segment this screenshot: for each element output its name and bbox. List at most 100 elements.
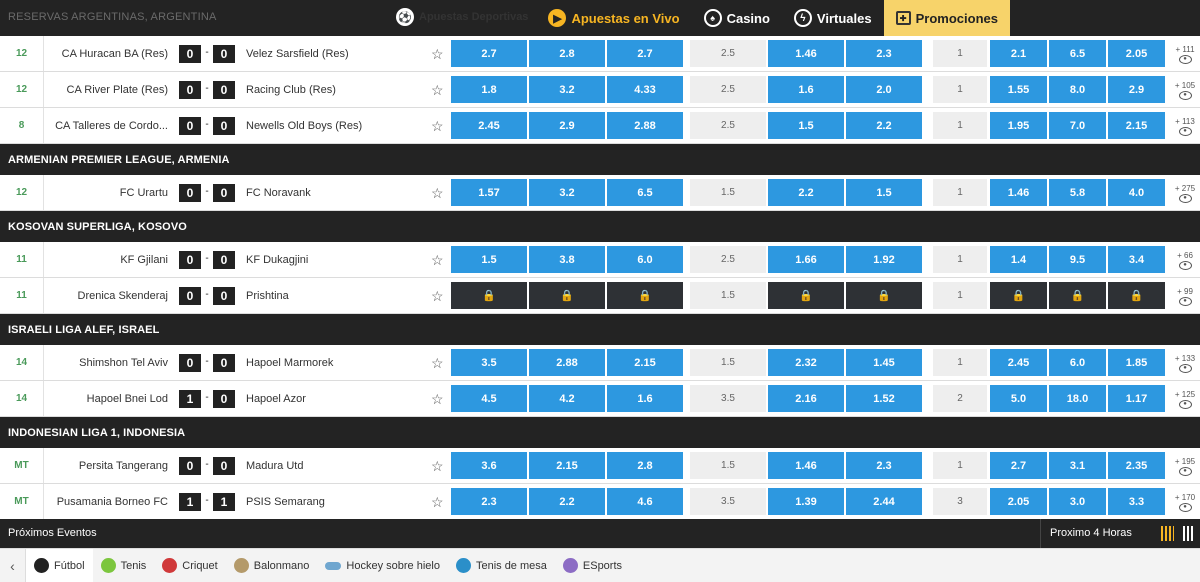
odds-button[interactable]: 2.7 <box>990 452 1047 479</box>
away-team[interactable]: PSIS Semarang <box>246 495 325 508</box>
odds-button[interactable]: 2.2 <box>529 488 605 515</box>
odds-button[interactable]: 2.05 <box>990 488 1047 515</box>
nav-apuestas-deportivas[interactable]: ⚽ Apuestas Deportivas <box>388 0 536 34</box>
odds-button[interactable]: 4.33 <box>607 76 683 103</box>
away-team[interactable]: KF Dukagjini <box>246 253 309 266</box>
sport-tab-f-tbol[interactable]: Fútbol <box>26 548 93 582</box>
odds-button[interactable]: 1.57 <box>451 179 527 206</box>
odds-button[interactable]: 1.6 <box>768 76 844 103</box>
away-team[interactable]: Prishtina <box>246 289 289 302</box>
home-team[interactable]: Pusamania Borneo FC <box>56 495 168 508</box>
away-team[interactable]: Hapoel Marmorek <box>246 356 334 369</box>
sport-tab-hockey-sobre-hielo[interactable]: Hockey sobre hielo <box>317 549 448 582</box>
nav-casino[interactable]: ♠ Casino <box>692 0 782 36</box>
home-team[interactable]: Persita Tangerang <box>78 459 168 472</box>
odds-button[interactable]: 4.6 <box>607 488 683 515</box>
odds-button[interactable]: 2.3 <box>846 452 922 479</box>
chevron-left-icon[interactable]: ‹ <box>0 548 26 582</box>
more-markets-link[interactable]: + 195 ● <box>1170 448 1200 483</box>
odds-button[interactable]: 1.66 <box>768 246 844 273</box>
odds-button[interactable]: 2.32 <box>768 349 844 376</box>
favorite-star-icon[interactable]: ☆ <box>431 251 444 268</box>
odds-button[interactable]: 2.7 <box>607 40 683 67</box>
upcoming-range-select[interactable]: Proximo 4 Horas <box>1050 527 1132 539</box>
odds-button[interactable]: 2.2 <box>768 179 844 206</box>
away-team[interactable]: Racing Club (Res) <box>246 83 336 96</box>
odds-button[interactable]: 1.46 <box>768 40 844 67</box>
odds-button[interactable]: 6.5 <box>607 179 683 206</box>
odds-button[interactable]: 2.15 <box>1108 112 1165 139</box>
odds-button[interactable]: 5.0 <box>990 385 1047 412</box>
nav-virtuales[interactable]: ϟ Virtuales <box>782 0 884 36</box>
odds-button[interactable]: 1.17 <box>1108 385 1165 412</box>
nav-promociones[interactable]: ✚ Promociones <box>883 0 1010 36</box>
odds-button[interactable]: 6.0 <box>607 246 683 273</box>
odds-button[interactable]: 3.3 <box>1108 488 1165 515</box>
odds-button[interactable]: 1.52 <box>846 385 922 412</box>
more-markets-link[interactable]: + 105 ● <box>1170 72 1200 107</box>
odds-button[interactable]: 1.5 <box>846 179 922 206</box>
away-team[interactable]: FC Noravank <box>246 186 311 199</box>
more-markets-link[interactable]: + 133 ● <box>1170 345 1200 380</box>
odds-button[interactable]: 4.2 <box>529 385 605 412</box>
more-markets-link[interactable]: + 99 ● <box>1170 278 1200 313</box>
odds-button[interactable]: 1.39 <box>768 488 844 515</box>
odds-button[interactable]: 2.8 <box>607 452 683 479</box>
odds-button[interactable]: 2.15 <box>529 452 605 479</box>
odds-button[interactable]: 2.45 <box>451 112 527 139</box>
favorite-star-icon[interactable]: ☆ <box>431 287 444 304</box>
odds-button[interactable]: 1.55 <box>990 76 1047 103</box>
sport-tab-tenis-de-mesa[interactable]: Tenis de mesa <box>448 549 555 582</box>
odds-button[interactable]: 2.3 <box>846 40 922 67</box>
odds-button[interactable]: 2.44 <box>846 488 922 515</box>
favorite-star-icon[interactable]: ☆ <box>431 390 444 407</box>
odds-button[interactable]: 3.1 <box>1049 452 1106 479</box>
odds-button[interactable]: 2.05 <box>1108 40 1165 67</box>
home-team[interactable]: CA River Plate (Res) <box>66 83 168 96</box>
sport-tab-criquet[interactable]: Criquet <box>154 549 225 582</box>
odds-button[interactable]: 1.8 <box>451 76 527 103</box>
home-team[interactable]: KF Gjilani <box>120 253 168 266</box>
odds-button[interactable]: 2.3 <box>451 488 527 515</box>
odds-button[interactable]: 3.5 <box>451 349 527 376</box>
odds-button[interactable]: 6.0 <box>1049 349 1106 376</box>
odds-button[interactable]: 6.5 <box>1049 40 1106 67</box>
odds-button[interactable]: 18.0 <box>1049 385 1106 412</box>
odds-button[interactable]: 1.5 <box>451 246 527 273</box>
favorite-star-icon[interactable]: ☆ <box>431 457 444 474</box>
odds-button[interactable]: 1.46 <box>768 452 844 479</box>
odds-button[interactable]: 1.95 <box>990 112 1047 139</box>
away-team[interactable]: Velez Sarsfield (Res) <box>246 47 349 60</box>
odds-button[interactable]: 2.9 <box>529 112 605 139</box>
home-team[interactable]: Hapoel Bnei Lod <box>86 392 168 405</box>
odds-button[interactable]: 1.46 <box>990 179 1047 206</box>
more-markets-link[interactable]: + 113 ● <box>1170 108 1200 143</box>
sport-tab-balonmano[interactable]: Balonmano <box>226 549 318 582</box>
odds-button[interactable]: 1.6 <box>607 385 683 412</box>
favorite-star-icon[interactable]: ☆ <box>431 493 444 510</box>
odds-button[interactable]: 1.5 <box>768 112 844 139</box>
odds-button[interactable]: 8.0 <box>1049 76 1106 103</box>
away-team[interactable]: Hapoel Azor <box>246 392 306 405</box>
odds-button[interactable]: 3.8 <box>529 246 605 273</box>
more-markets-link[interactable]: + 275 ● <box>1170 175 1200 210</box>
favorite-star-icon[interactable]: ☆ <box>431 354 444 371</box>
odds-button[interactable]: 3.6 <box>451 452 527 479</box>
home-team[interactable]: CA Huracan BA (Res) <box>61 47 168 60</box>
odds-button[interactable]: 3.0 <box>1049 488 1106 515</box>
odds-button[interactable]: 2.8 <box>529 40 605 67</box>
odds-button[interactable]: 2.7 <box>451 40 527 67</box>
favorite-star-icon[interactable]: ☆ <box>431 81 444 98</box>
odds-button[interactable]: 2.35 <box>1108 452 1165 479</box>
more-markets-link[interactable]: + 111 ● <box>1170 36 1200 71</box>
odds-button[interactable]: 2.9 <box>1108 76 1165 103</box>
list-view-icon[interactable] <box>1183 526 1194 541</box>
odds-button[interactable]: 1.4 <box>990 246 1047 273</box>
more-markets-link[interactable]: + 125 ● <box>1170 381 1200 416</box>
odds-button[interactable]: 4.0 <box>1108 179 1165 206</box>
more-markets-link[interactable]: + 170 ● <box>1170 484 1200 519</box>
odds-button[interactable]: 2.0 <box>846 76 922 103</box>
grid-view-icon[interactable] <box>1161 526 1174 541</box>
odds-button[interactable]: 4.5 <box>451 385 527 412</box>
odds-button[interactable]: 2.2 <box>846 112 922 139</box>
